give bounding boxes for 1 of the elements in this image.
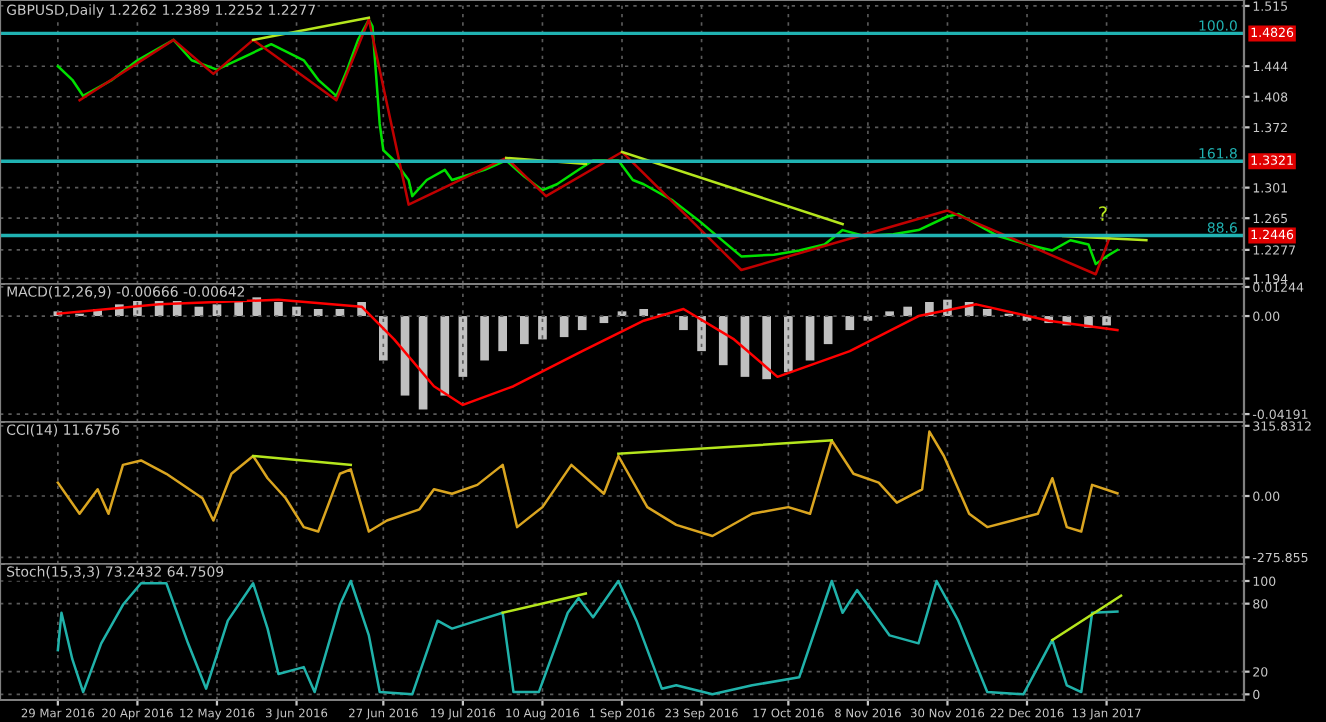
annotation: ? bbox=[1099, 206, 1107, 221]
